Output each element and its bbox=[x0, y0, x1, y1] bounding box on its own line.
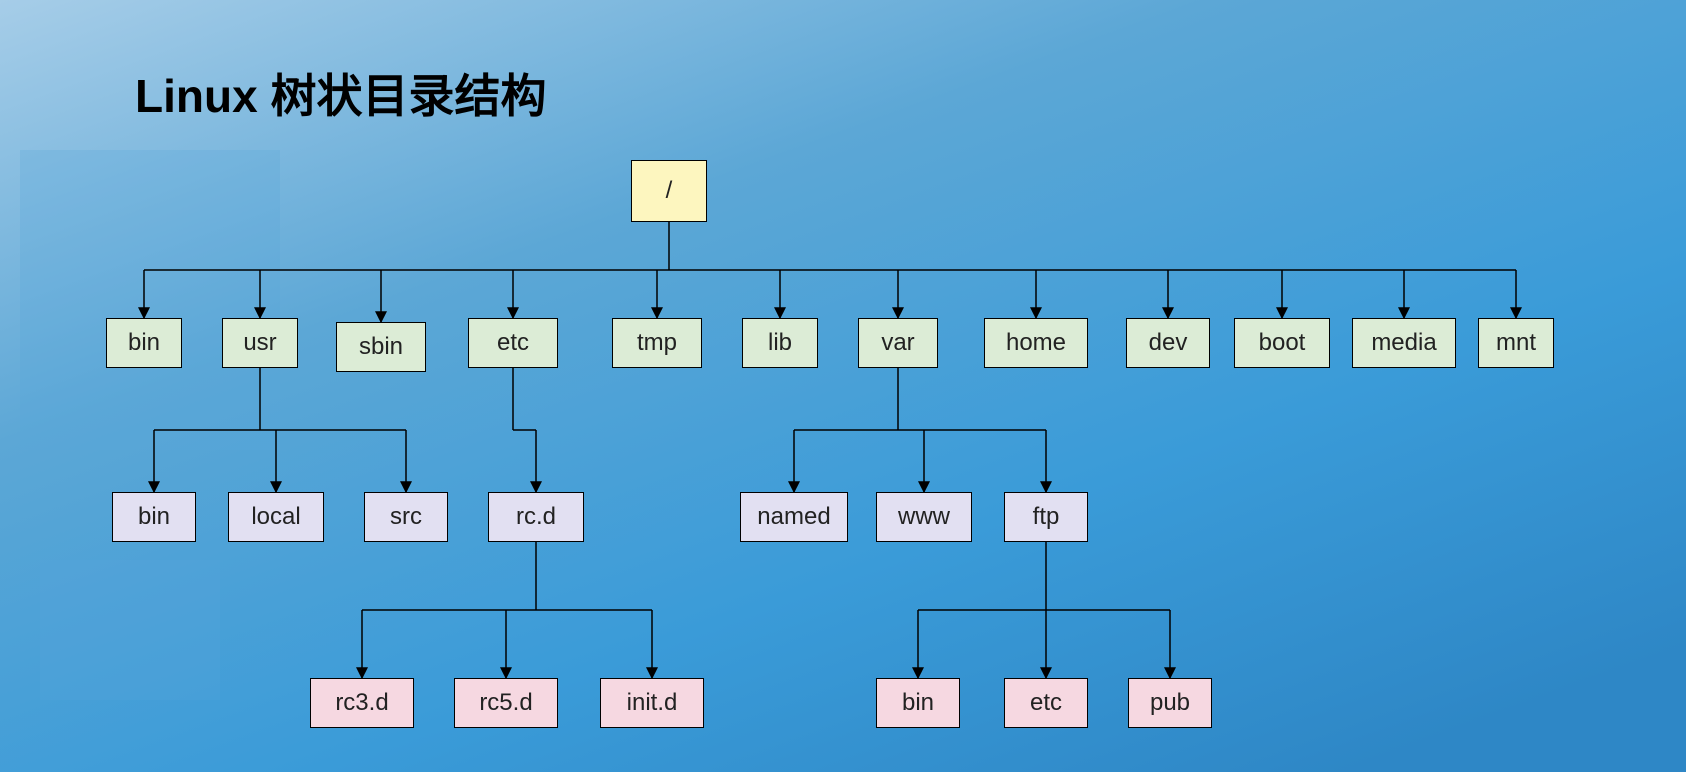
tree-node-named: named bbox=[740, 492, 848, 542]
tree-node-label: bin bbox=[902, 689, 934, 717]
tree-node-label: var bbox=[881, 329, 914, 357]
tree-node-rcd: rc.d bbox=[488, 492, 584, 542]
tree-node-www: www bbox=[876, 492, 972, 542]
tree-node-rc5: rc5.d bbox=[454, 678, 558, 728]
tree-node-label: rc3.d bbox=[335, 689, 388, 717]
tree-node-etc: etc bbox=[468, 318, 558, 368]
tree-node-label: init.d bbox=[627, 689, 678, 717]
tree-node-label: sbin bbox=[359, 333, 403, 361]
tree-node-label: tmp bbox=[637, 329, 677, 357]
tree-node-sbin: sbin bbox=[336, 322, 426, 372]
tree-node-home: home bbox=[984, 318, 1088, 368]
tree-node-label: local bbox=[251, 503, 300, 531]
tree-node-media: media bbox=[1352, 318, 1456, 368]
diagram-stage: Linux 树状目录结构 / bin usr sbin etc tmp lib var home… bbox=[0, 0, 1686, 772]
tree-node-label: bin bbox=[128, 329, 160, 357]
tree-node-label: media bbox=[1371, 329, 1436, 357]
tree-node-label: bin bbox=[138, 503, 170, 531]
tree-node-initd: init.d bbox=[600, 678, 704, 728]
tree-node-label: src bbox=[390, 503, 422, 531]
tree-node-lib: lib bbox=[742, 318, 818, 368]
tree-node-label: named bbox=[757, 503, 830, 531]
tree-node-bin: bin bbox=[106, 318, 182, 368]
tree-node-label: rc5.d bbox=[479, 689, 532, 717]
tree-node-label: www bbox=[898, 503, 950, 531]
tree-node-mnt: mnt bbox=[1478, 318, 1554, 368]
tree-node-label: mnt bbox=[1496, 329, 1536, 357]
tree-node-label: / bbox=[666, 177, 673, 205]
tree-node-pub: pub bbox=[1128, 678, 1212, 728]
tree-node-label: etc bbox=[497, 329, 529, 357]
tree-node-rc3: rc3.d bbox=[310, 678, 414, 728]
tree-node-ubin: bin bbox=[112, 492, 196, 542]
tree-node-label: dev bbox=[1149, 329, 1188, 357]
tree-node-label: home bbox=[1006, 329, 1066, 357]
tree-node-label: rc.d bbox=[516, 503, 556, 531]
tree-node-dev: dev bbox=[1126, 318, 1210, 368]
tree-node-label: usr bbox=[243, 329, 276, 357]
tree-node-label: etc bbox=[1030, 689, 1062, 717]
tree-node-label: boot bbox=[1259, 329, 1306, 357]
diagram-title: Linux 树状目录结构 bbox=[135, 60, 546, 126]
tree-node-root: / bbox=[631, 160, 707, 222]
tree-node-var: var bbox=[858, 318, 938, 368]
tree-node-local: local bbox=[228, 492, 324, 542]
tree-node-label: pub bbox=[1150, 689, 1190, 717]
tree-node-src: src bbox=[364, 492, 448, 542]
tree-node-fetc: etc bbox=[1004, 678, 1088, 728]
tree-node-ftp: ftp bbox=[1004, 492, 1088, 542]
tree-node-tmp: tmp bbox=[612, 318, 702, 368]
tree-node-label: ftp bbox=[1033, 503, 1060, 531]
tree-node-boot: boot bbox=[1234, 318, 1330, 368]
tree-node-fbin: bin bbox=[876, 678, 960, 728]
tree-node-label: lib bbox=[768, 329, 792, 357]
tree-node-usr: usr bbox=[222, 318, 298, 368]
